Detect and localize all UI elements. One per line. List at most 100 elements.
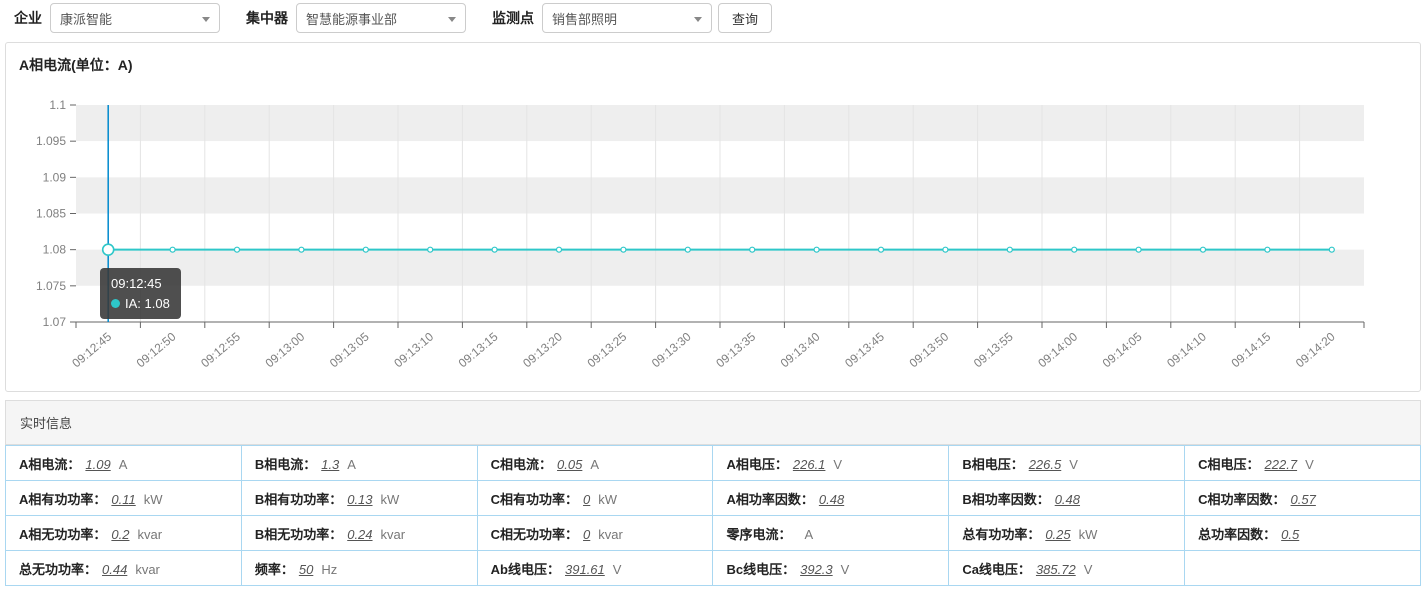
- x-axis-label: 09:14:15: [1229, 329, 1274, 370]
- cell-value: 385.72: [1035, 561, 1076, 577]
- realtime-cell: B相无功功率： 0.24 kvar: [240, 515, 478, 551]
- data-point[interactable]: [749, 246, 756, 253]
- x-axis-label: 09:13:25: [585, 329, 630, 370]
- x-axis-label: 09:13:05: [327, 329, 372, 370]
- data-point[interactable]: [362, 246, 369, 253]
- chevron-down-icon: [202, 17, 210, 22]
- realtime-cell: 总功率因数： 0.5: [1184, 515, 1421, 551]
- realtime-header: 实时信息: [5, 400, 1421, 445]
- cell-value: 0.13: [347, 491, 373, 507]
- table-row: 总无功功率： 0.44 kvar 频率： 50 Hz Ab线电压： 391.61 V Bc线电压：…: [5, 550, 1421, 586]
- enterprise-select[interactable]: 康派智能: [50, 3, 220, 33]
- cell-label: C相电流：: [490, 456, 553, 472]
- x-axis-label: 09:13:10: [391, 329, 436, 370]
- chart-title: A相电流(单位：A): [19, 57, 133, 73]
- data-point[interactable]: [1328, 246, 1335, 253]
- realtime-cell: A相电压： 226.1 V: [712, 445, 950, 481]
- cell-value: 392.3: [800, 561, 833, 577]
- cell-value: 50: [298, 561, 314, 577]
- cell-value: 0.57: [1290, 491, 1316, 507]
- data-point[interactable]: [1071, 246, 1078, 253]
- cell-label: Bc线电压：: [726, 561, 796, 577]
- cell-label: A相有功功率：: [19, 491, 107, 507]
- cell-label: 零序电流：: [726, 526, 792, 542]
- data-point[interactable]: [877, 246, 885, 253]
- realtime-cell: C相有功功率： 0 kW: [476, 480, 714, 516]
- concentrator-select-value: 智慧能源事业部: [306, 11, 398, 27]
- data-point[interactable]: [1264, 246, 1271, 253]
- x-axis-label: 09:13:45: [842, 329, 887, 370]
- y-axis-label: 1.1: [49, 98, 66, 112]
- concentrator-select[interactable]: 智慧能源事业部: [296, 3, 466, 33]
- realtime-cell: A相电流： 1.09 A: [5, 445, 242, 481]
- cell-unit: kvar: [137, 526, 163, 542]
- cell-value: 0.2: [111, 526, 130, 542]
- table-row: A相有功功率： 0.11 kW B相有功功率： 0.13 kW C相有功功率： 0 kW A相功率…: [5, 480, 1421, 516]
- cell-label: B相电压：: [962, 456, 1024, 472]
- cell-label: A相功率因数：: [726, 491, 814, 507]
- cell-label: 总有功功率：: [962, 526, 1041, 542]
- cell-label: B相有功功率：: [254, 491, 343, 507]
- x-axis-label: 09:12:45: [69, 329, 114, 370]
- monitor-point-select[interactable]: 销售部照明: [542, 3, 712, 33]
- cell-value: 391.61: [565, 561, 605, 577]
- cell-unit: kW: [1078, 526, 1098, 542]
- cell-value: 226.1: [792, 456, 826, 472]
- cell-unit: V: [1083, 561, 1093, 577]
- data-point[interactable]: [942, 246, 949, 253]
- x-axis-label: 09:14:20: [1293, 329, 1338, 370]
- cell-label: B相电流：: [254, 456, 317, 472]
- data-point[interactable]: [1135, 246, 1142, 253]
- cell-unit: kW: [598, 491, 618, 507]
- realtime-cell: Ca线电压： 385.72 V: [948, 550, 1186, 586]
- monitor-point-label: 监测点: [492, 10, 534, 26]
- cell-value: 1.3: [321, 456, 340, 472]
- cell-value: 0.24: [347, 526, 373, 542]
- data-point[interactable]: [684, 246, 691, 253]
- cell-label: B相无功功率：: [254, 526, 343, 542]
- cell-label: 总无功功率：: [19, 561, 98, 577]
- y-axis-label: 1.095: [36, 134, 66, 148]
- realtime-cell: B相有功功率： 0.13 kW: [240, 480, 478, 516]
- cell-label: 总功率因数：: [1198, 526, 1277, 542]
- x-axis-label: 09:13:35: [713, 329, 758, 370]
- cell-unit: V: [833, 456, 843, 472]
- data-point[interactable]: [555, 246, 563, 253]
- toolbar: 企业 康派智能 集中器 智慧能源事业部 监测点 销售部照明 查询: [0, 0, 1426, 36]
- realtime-cell: Bc线电压： 392.3 V: [712, 550, 950, 586]
- cell-label: C相无功功率：: [490, 526, 579, 542]
- chart-tooltip: 09:12:45 IA: 1.08: [100, 268, 181, 319]
- cell-unit: V: [840, 561, 850, 577]
- cell-label: A相电流：: [19, 456, 81, 472]
- data-point[interactable]: [169, 246, 176, 253]
- data-point[interactable]: [813, 246, 820, 253]
- data-point[interactable]: [298, 246, 305, 253]
- realtime-cell: B相电压： 226.5 V: [948, 445, 1186, 481]
- realtime-cell: [1184, 550, 1421, 586]
- data-point[interactable]: [620, 246, 627, 253]
- data-point[interactable]: [491, 246, 498, 253]
- cell-value: 0: [583, 491, 591, 507]
- y-axis-label: 1.08: [43, 243, 67, 257]
- cell-value: 0: [583, 526, 591, 542]
- data-point[interactable]: [1199, 246, 1207, 253]
- cell-unit: V: [1305, 456, 1314, 472]
- x-axis-label: 09:12:50: [134, 329, 179, 370]
- data-point[interactable]: [233, 246, 241, 253]
- realtime-cell: A相无功功率： 0.2 kvar: [5, 515, 242, 551]
- data-point[interactable]: [427, 246, 434, 253]
- tooltip-series-value: IA: 1.08: [125, 296, 170, 311]
- realtime-cell: B相功率因数： 0.48: [948, 480, 1186, 516]
- cell-value: 0.48: [818, 491, 845, 507]
- data-point[interactable]: [1006, 246, 1013, 253]
- cell-unit: A: [590, 456, 600, 472]
- cell-value: 222.7: [1264, 456, 1298, 472]
- realtime-cell: C相电流： 0.05 A: [476, 445, 714, 481]
- data-point-active[interactable]: [101, 243, 115, 256]
- x-axis-label: 09:14:00: [1035, 329, 1080, 370]
- tooltip-time: 09:12:45: [111, 276, 162, 291]
- x-axis-label: 09:12:55: [198, 329, 243, 370]
- cell-label: C相功率因数：: [1198, 491, 1286, 507]
- query-button[interactable]: 查询: [718, 3, 773, 33]
